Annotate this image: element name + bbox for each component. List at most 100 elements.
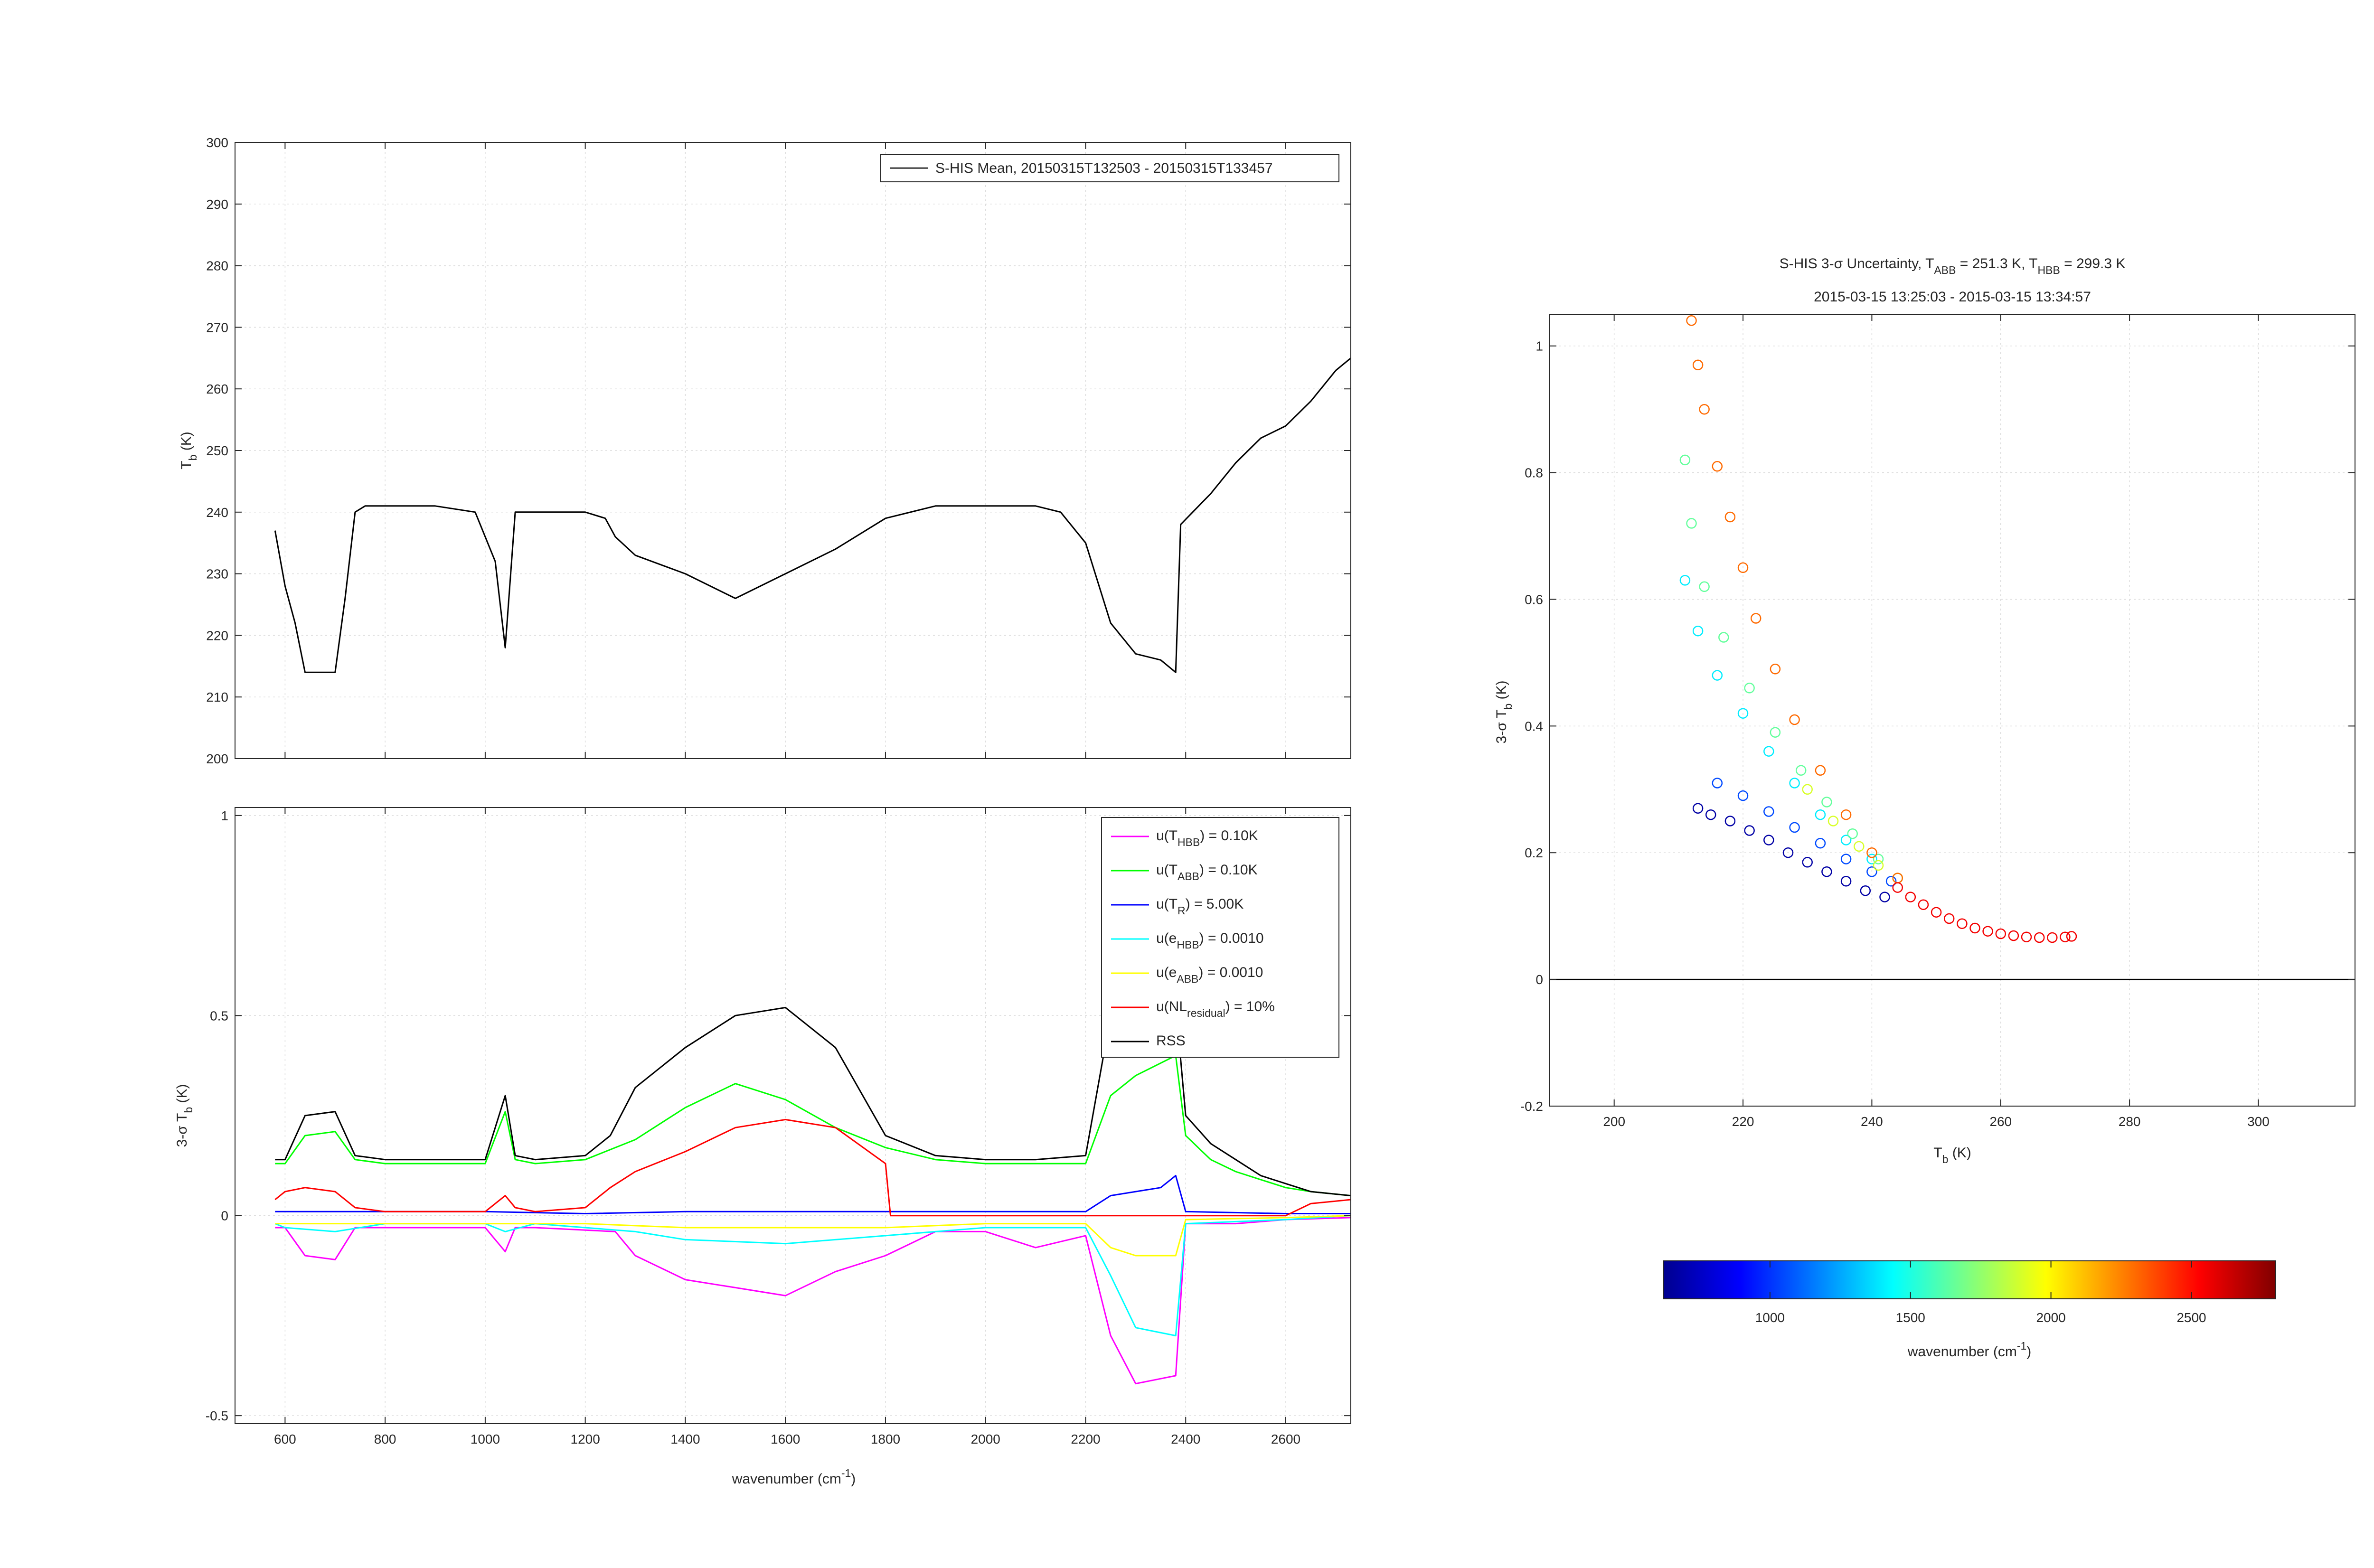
p2-series xyxy=(274,835,1351,1385)
scatter-point xyxy=(1724,816,1736,826)
scatter-point xyxy=(1828,816,1839,826)
scatter-point xyxy=(1840,854,1852,864)
scatter-point xyxy=(1744,683,1755,694)
p3-ytick-label: 0 xyxy=(1536,972,1543,987)
p3-ytick-label: 0.6 xyxy=(1525,592,1543,607)
p2-ytick-label: 0 xyxy=(221,1209,228,1223)
scatter-point xyxy=(1789,822,1800,833)
colorbar-gradient xyxy=(1663,1260,2276,1299)
scatter-point xyxy=(1821,866,1832,877)
p3-xtick-label: 300 xyxy=(2247,1114,2270,1129)
scatter-point xyxy=(1750,613,1762,624)
p1-legend-box xyxy=(880,154,1339,182)
scatter-point xyxy=(1699,581,1710,592)
scatter-point xyxy=(1718,632,1729,643)
colorbar: 1000 1500 2000 2500 wavenumber (cm-1) xyxy=(1663,1260,2276,1360)
p1-ytick-label: 240 xyxy=(206,505,228,520)
scatter-point xyxy=(1692,625,1704,637)
p1-ytick-label: 300 xyxy=(206,135,228,150)
p2-legend-entry: RSS xyxy=(1156,1033,1186,1049)
scatter-point xyxy=(1679,575,1691,586)
scatter-point xyxy=(2066,931,2077,942)
p2-legend-entry: u(THBB) = 0.10K xyxy=(1156,828,1258,848)
p1-ytick-label: 290 xyxy=(206,197,228,212)
scatter-point xyxy=(1686,315,1697,326)
p1-legend: S-HIS Mean, 20150315T132503 - 20150315T1… xyxy=(880,154,1339,182)
scatter-point xyxy=(1763,746,1774,757)
colorbar-tick-label: 2000 xyxy=(2036,1310,2065,1325)
scatter-point xyxy=(1957,918,1968,929)
scatter-point xyxy=(1885,876,1897,887)
scatter-point xyxy=(2047,932,2058,943)
p2-legend-entry: u(eHBB) = 0.0010 xyxy=(1156,930,1264,951)
p2-ytick-label: 0.5 xyxy=(210,1008,228,1023)
p2-xlabel: wavenumber (cm-1) xyxy=(732,1467,856,1487)
p1-series xyxy=(274,357,1351,673)
scatter-point xyxy=(1840,876,1852,887)
series-line-u-t-r-5-00k xyxy=(275,1174,1351,1214)
scatter-point xyxy=(1744,825,1755,836)
scatter-point xyxy=(1737,708,1749,719)
p1-ytick-label: 270 xyxy=(206,320,228,335)
scatter-point xyxy=(1699,404,1710,415)
scatter-point xyxy=(1789,778,1800,789)
p3-points xyxy=(1679,315,2077,943)
scatter-point xyxy=(1995,928,2007,939)
p2-ytick-label: -0.5 xyxy=(206,1408,228,1423)
scatter-point xyxy=(1789,714,1800,725)
p1-ytick-label: 260 xyxy=(206,382,228,396)
series-line-u-nl-residual-10- xyxy=(274,1118,1351,1217)
p1-ylabel: Tb (K) xyxy=(179,432,199,469)
p2-xtick-label: 2600 xyxy=(1271,1432,1300,1446)
p2-grid xyxy=(235,807,1351,1424)
scatter-point xyxy=(1712,778,1723,789)
scatter-point xyxy=(1770,727,1781,738)
scatter-point xyxy=(1860,885,1871,896)
series-line-s-his-mean-20150315t132503-20150315t133457 xyxy=(274,357,1351,673)
scatter-point xyxy=(2034,932,2045,943)
scatter-point xyxy=(1866,847,1877,858)
p3-title-line2: 2015-03-15 13:25:03 - 2015-03-15 13:34:5… xyxy=(1814,289,2091,305)
uncertainty-scatter-panel: 200 220 240 260 280 300 -0.2 0 0.2 0.4 0.6 0.8 1 S-H… xyxy=(1494,256,2355,1165)
scatter-point xyxy=(1969,922,1980,934)
p3-ylabel: 3-σ Tb (K) xyxy=(1494,681,1514,744)
p1-ytick-label: 250 xyxy=(206,443,228,458)
scatter-point xyxy=(1815,765,1826,776)
p2-legend-entry: u(eABB) = 0.0010 xyxy=(1156,965,1263,985)
p1-ytick-label: 200 xyxy=(206,751,228,766)
p1-ytick-label: 210 xyxy=(206,690,228,704)
p2-legend-entry: u(TABB) = 0.10K xyxy=(1156,862,1258,883)
p2-axes-frame xyxy=(235,807,1351,1424)
scatter-point xyxy=(1770,664,1781,675)
scatter-point xyxy=(1692,359,1704,371)
scatter-point xyxy=(1679,454,1691,466)
scatter-point xyxy=(1712,461,1723,472)
scatter-point xyxy=(1879,892,1890,902)
p3-xtick-label: 280 xyxy=(2119,1114,2141,1129)
p2-xtick-label: 1400 xyxy=(670,1432,700,1446)
scatter-point xyxy=(1873,854,1884,864)
p2-xtick-label: 1200 xyxy=(571,1432,600,1446)
scatter-point xyxy=(1705,809,1716,820)
colorbar-tick-label: 1000 xyxy=(1755,1310,1785,1325)
p1-ytick-label: 280 xyxy=(206,259,228,273)
p3-xlabel: Tb (K) xyxy=(1933,1145,1971,1165)
uncertainty-spectrum-panel: 600 800 1000 1200 1400 1600 1800 2000 2200 2400 26… xyxy=(174,807,1351,1487)
p3-xtick-label: 220 xyxy=(1732,1114,1754,1129)
scatter-point xyxy=(1802,784,1813,795)
scatter-point xyxy=(1873,860,1884,871)
scatter-point xyxy=(1795,765,1807,776)
series-line-rss xyxy=(275,835,1351,1197)
p2-xtick-label: 2200 xyxy=(1071,1432,1100,1446)
scatter-point xyxy=(1821,797,1832,807)
scatter-point xyxy=(1763,835,1774,845)
p3-ytick-label: -0.2 xyxy=(1520,1099,1543,1114)
scatter-point xyxy=(1943,913,1955,924)
scatter-point xyxy=(1892,882,1903,893)
p2-xtick-label: 1800 xyxy=(871,1432,900,1446)
scatter-point xyxy=(1724,511,1736,523)
scatter-point xyxy=(1866,866,1877,877)
p2-legend-entry: u(TR) = 5.00K xyxy=(1156,896,1244,917)
series-line-u-t-hbb-0-10k xyxy=(275,1217,1351,1385)
scatter-point xyxy=(1854,841,1865,852)
